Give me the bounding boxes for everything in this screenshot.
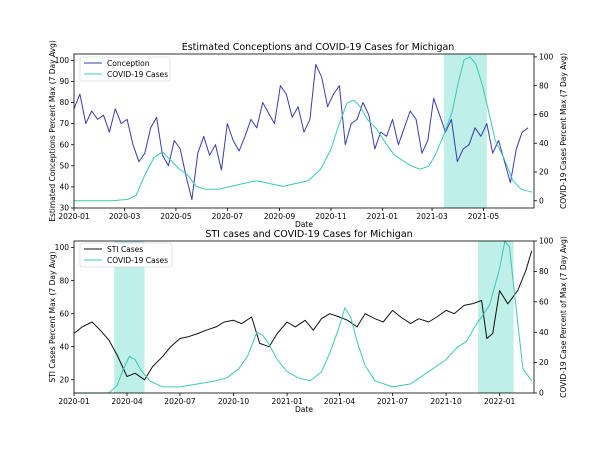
series-line-covid-19-cases — [74, 240, 533, 394]
y-tick-label: 50 — [59, 161, 69, 170]
y2-tick-label: 40 — [539, 139, 549, 148]
y2-tick-label: 60 — [539, 110, 549, 119]
x-tick-label: 2022-01 — [484, 397, 516, 406]
series-line-covid-19-cases — [74, 56, 533, 202]
y2-tick-label: 80 — [539, 267, 549, 276]
y2-tick-label: 0 — [539, 196, 544, 205]
y-axis-label: Estimated Conceptions Percent Max (7 Day… — [48, 40, 57, 222]
series-line-sti-cases — [73, 250, 533, 381]
legend-box — [79, 242, 173, 268]
x-axis-label: Date — [295, 405, 313, 414]
x-tick-label: 2021-10 — [430, 397, 462, 406]
y2-tick-label: 40 — [539, 328, 549, 337]
x-tick-label: 2020-01 — [58, 397, 90, 406]
plot-area — [73, 54, 533, 208]
y2-axis-label: COVID-19 Case Percent of Max (7 Day Avg) — [559, 236, 568, 398]
x-tick-label: 2021-04 — [324, 397, 356, 406]
y-axis-ticks: 20 40 60 80 100 — [55, 243, 74, 384]
y-tick-label: 60 — [59, 309, 69, 318]
legend-box — [79, 56, 171, 82]
y-axis-label: STI Cases Percent Max (7 Day Avg) — [48, 251, 57, 382]
y2-axis-ticks: 0 20 40 60 80 100 — [534, 237, 554, 398]
y2-tick-label: 20 — [539, 358, 549, 367]
conceptions-covid-chart: Estimated Conceptions and COVID-19 Cases… — [48, 40, 568, 229]
series-line-conception — [73, 64, 529, 201]
y2-tick-label: 80 — [539, 81, 549, 90]
x-tick-label: 2020-05 — [160, 212, 192, 221]
y-tick-label: 70 — [59, 119, 69, 128]
y2-tick-label: 0 — [539, 389, 544, 398]
y2-tick-label: 100 — [539, 237, 554, 246]
highlight-band-0 — [443, 54, 487, 208]
legend-label-covid: COVID-19 Cases — [107, 256, 168, 265]
y2-tick-label: 60 — [539, 297, 549, 306]
y-tick-label: 80 — [59, 98, 69, 107]
x-tick-label: 2021-03 — [416, 212, 448, 221]
x-tick-label: 2020-09 — [264, 212, 296, 221]
x-tick-label: 2020-01 — [58, 212, 90, 221]
x-tick-label: 2021-07 — [377, 397, 409, 406]
legend-label-sti: STI Cases — [107, 245, 143, 254]
x-axis-label: Date — [295, 220, 313, 229]
y-tick-label: 60 — [59, 140, 69, 149]
y2-tick-label: 20 — [539, 168, 549, 177]
y-tick-label: 40 — [59, 183, 69, 192]
y-tick-label: 100 — [55, 56, 70, 65]
legend: Conception COVID-19 Cases — [79, 56, 171, 82]
plot-frame — [73, 240, 535, 394]
x-tick-label: 2020-04 — [111, 397, 143, 406]
x-tick-label: 2020-07 — [212, 212, 244, 221]
y-tick-label: 20 — [59, 375, 69, 384]
y2-axis-label: COVID-19 Cases Percent Max (7 Day Avg) — [559, 53, 568, 209]
y-tick-label: 100 — [55, 243, 70, 252]
y-tick-label: 80 — [59, 276, 69, 285]
plot-frame — [73, 53, 535, 209]
x-axis-ticks: 2020-01 2020-04 2020-07 2020-10 2021-01 2021-… — [58, 393, 516, 406]
x-tick-label: 2020-03 — [109, 212, 141, 221]
x-tick-label: 2020-11 — [315, 212, 347, 221]
chart-title: STI cases and COVID-19 Cases for Michiga… — [205, 229, 412, 240]
legend-label-covid: COVID-19 Cases — [107, 70, 168, 79]
x-tick-label: 2021-05 — [468, 212, 500, 221]
sti-covid-chart: STI cases and COVID-19 Cases for Michiga… — [48, 229, 568, 414]
x-tick-label: 2021-01 — [367, 212, 399, 221]
x-tick-label: 2021-01 — [271, 397, 303, 406]
y2-axis-ticks: 0 20 40 60 80 100 — [534, 52, 554, 205]
y-tick-label: 30 — [59, 204, 69, 213]
chart-title: Estimated Conceptions and COVID-19 Cases… — [182, 42, 455, 53]
legend-label-conception: Conception — [107, 59, 150, 68]
y-tick-label: 40 — [59, 342, 69, 351]
y-axis-ticks: 30 40 50 60 70 80 90 100 — [55, 56, 74, 213]
legend: STI Cases COVID-19 Cases — [79, 242, 173, 268]
y2-tick-label: 100 — [539, 52, 554, 61]
y-tick-label: 90 — [59, 77, 69, 86]
x-tick-label: 2020-07 — [164, 397, 196, 406]
x-tick-label: 2020-10 — [218, 397, 250, 406]
x-axis-ticks: 2020-01 2020-03 2020-05 2020-07 2020-09 2020-… — [58, 208, 499, 221]
